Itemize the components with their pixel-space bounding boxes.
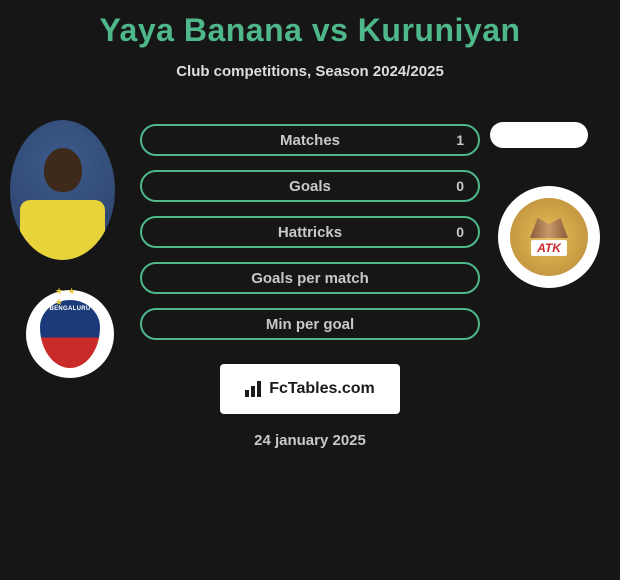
stat-value-right: 0 bbox=[456, 224, 464, 240]
watermark-badge: FcTables.com bbox=[220, 364, 400, 414]
stat-label: Matches bbox=[280, 132, 340, 149]
stat-row-min-per-goal: Min per goal bbox=[140, 308, 480, 340]
watermark-text: FcTables.com bbox=[269, 380, 375, 398]
page-title: Yaya Banana vs Kuruniyan bbox=[0, 0, 620, 49]
bengaluru-badge-icon bbox=[40, 300, 100, 368]
player-left-avatar bbox=[10, 120, 115, 260]
stats-list: Matches 1 Goals 0 Hattricks 0 Goals per … bbox=[140, 120, 480, 340]
stat-row-matches: Matches 1 bbox=[140, 124, 480, 156]
stat-label: Goals per match bbox=[251, 270, 369, 287]
player-right-club-badge bbox=[498, 186, 600, 288]
stat-label: Goals bbox=[289, 178, 331, 195]
stat-row-goals: Goals 0 bbox=[140, 170, 480, 202]
stat-row-goals-per-match: Goals per match bbox=[140, 262, 480, 294]
date-label: 24 january 2025 bbox=[0, 432, 620, 449]
stat-label: Min per goal bbox=[266, 316, 354, 333]
player-right-avatar bbox=[490, 122, 588, 148]
stat-value-right: 0 bbox=[456, 178, 464, 194]
stat-label: Hattricks bbox=[278, 224, 342, 241]
player-left-club-badge bbox=[26, 290, 114, 378]
stat-row-hattricks: Hattricks 0 bbox=[140, 216, 480, 248]
stat-value-right: 1 bbox=[456, 132, 464, 148]
atk-badge-icon bbox=[510, 198, 588, 276]
chart-icon bbox=[245, 381, 265, 397]
subtitle: Club competitions, Season 2024/2025 bbox=[0, 63, 620, 80]
comparison-content: Matches 1 Goals 0 Hattricks 0 Goals per … bbox=[0, 120, 620, 449]
